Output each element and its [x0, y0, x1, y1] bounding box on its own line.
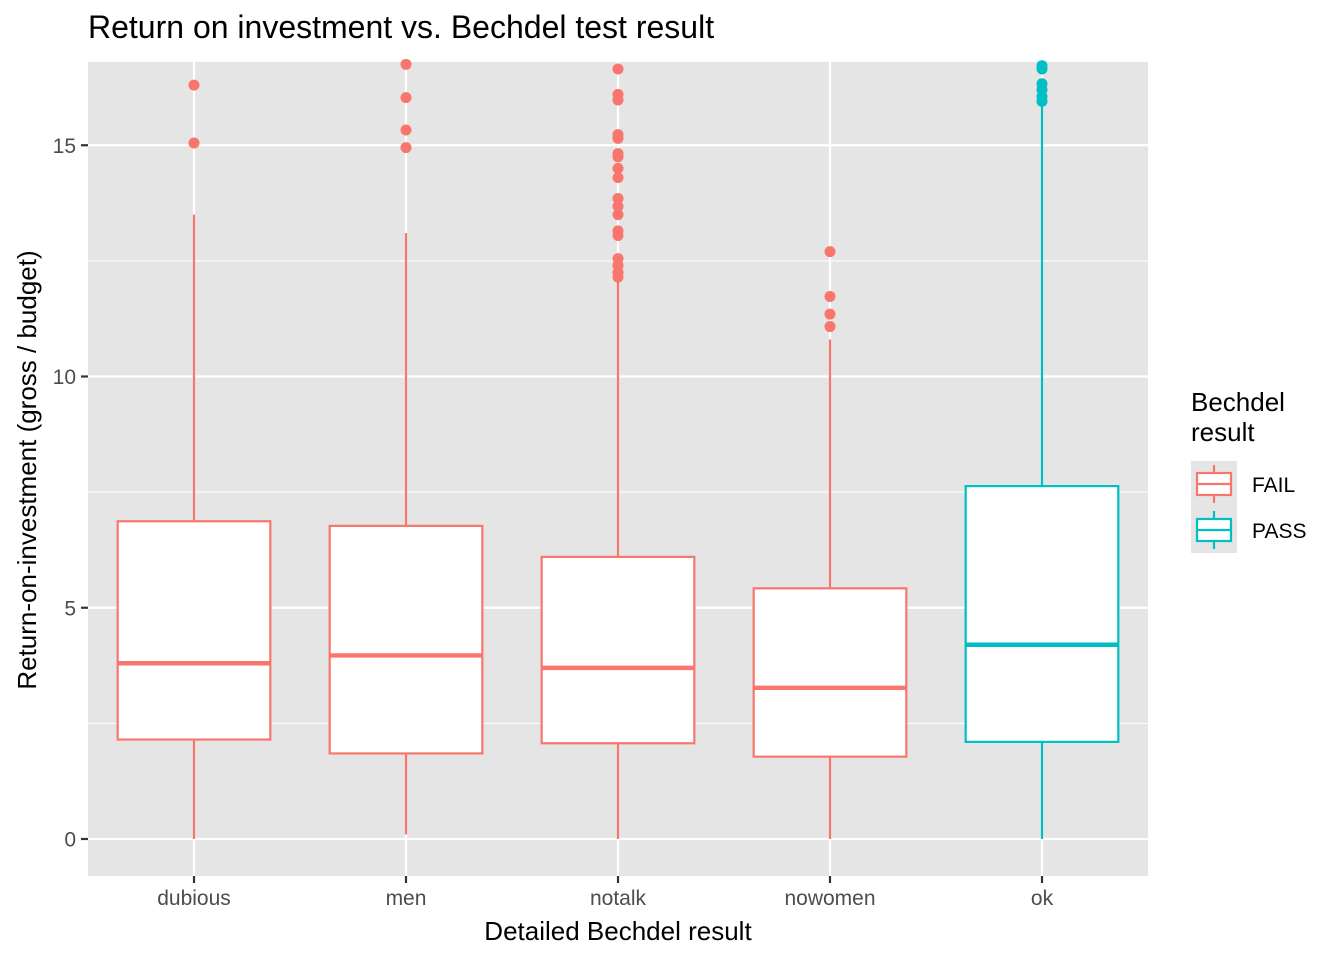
x-tick-label: dubious [157, 887, 231, 910]
x-tick-label: nowomen [784, 887, 875, 910]
box-nowomen [752, 246, 908, 839]
legend-label: FAIL [1252, 474, 1295, 497]
outlier-point [824, 246, 836, 258]
x-tick-label: ok [1031, 887, 1054, 910]
box-iqr [116, 520, 272, 741]
outlier-point [400, 142, 412, 154]
outlier-point [612, 88, 624, 100]
legend-key-pass: PASS [1191, 507, 1306, 553]
x-tick-label: men [386, 887, 427, 910]
outlier-point [612, 162, 624, 174]
y-tick-label: 5 [64, 597, 76, 620]
legend: Bechdel result FAIL PASS [1191, 387, 1306, 553]
y-tick-label: 0 [64, 829, 76, 852]
box-iqr [964, 485, 1120, 743]
legend-title-line-1: Bechdel [1191, 387, 1285, 417]
x-tick-label: notalk [590, 887, 647, 910]
legend-title-line-2: result [1191, 417, 1255, 447]
box-iqr [328, 524, 484, 755]
outlier-point [400, 92, 412, 104]
y-tick-label: 10 [53, 366, 76, 389]
outlier-point [612, 172, 624, 184]
y-tick-label: 15 [53, 135, 76, 158]
box-dubious [116, 79, 272, 839]
x-axis-label: Detailed Bechdel result [484, 916, 752, 946]
outlier-point [612, 200, 624, 212]
outlier-point [612, 209, 624, 221]
outlier-point [188, 79, 200, 91]
box-notalk [540, 63, 696, 839]
box-iqr [540, 555, 696, 745]
outlier-point [612, 253, 624, 265]
box-iqr [752, 587, 908, 758]
outlier-point [612, 129, 624, 141]
boxes-layer [116, 58, 1120, 839]
outlier-point [400, 124, 412, 136]
chart-title: Return on investment vs. Bechdel test re… [88, 9, 714, 45]
outlier-point [824, 308, 836, 320]
y-axis-label: Return-on-investment (gross / budget) [12, 250, 42, 689]
outlier-point [612, 225, 624, 237]
y-axis-ticks: 0 5 10 15 [53, 135, 88, 852]
outlier-point [612, 192, 624, 204]
legend-key-fail: FAIL [1191, 461, 1295, 507]
outlier-point [824, 290, 836, 302]
outlier-point [612, 63, 624, 75]
box-ok [964, 60, 1120, 839]
outlier-point [612, 148, 624, 160]
outlier-point [1036, 78, 1048, 90]
outlier-point [188, 137, 200, 149]
box-men [328, 58, 484, 835]
outlier-point [1036, 60, 1048, 72]
legend-label: PASS [1252, 520, 1306, 543]
x-axis-ticks: dubious men notalk nowomen ok [157, 876, 1054, 910]
outlier-point [400, 58, 412, 70]
outlier-point [824, 321, 836, 333]
